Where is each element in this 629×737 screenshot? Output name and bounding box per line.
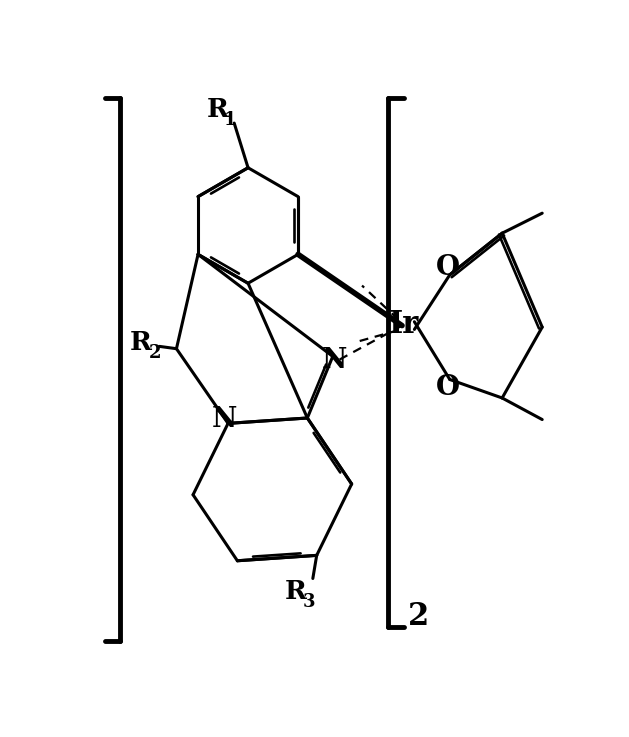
Text: 2: 2 — [408, 601, 430, 632]
Text: N: N — [321, 346, 347, 374]
Text: N: N — [211, 406, 237, 433]
Text: O: O — [436, 254, 460, 281]
Text: 1: 1 — [224, 111, 237, 129]
Text: 2: 2 — [148, 343, 161, 362]
Text: R: R — [130, 330, 152, 355]
Text: Ir: Ir — [389, 309, 419, 340]
Text: R: R — [285, 579, 307, 604]
Text: 3: 3 — [303, 593, 315, 610]
Text: O: O — [436, 374, 460, 401]
Text: R: R — [206, 97, 228, 122]
